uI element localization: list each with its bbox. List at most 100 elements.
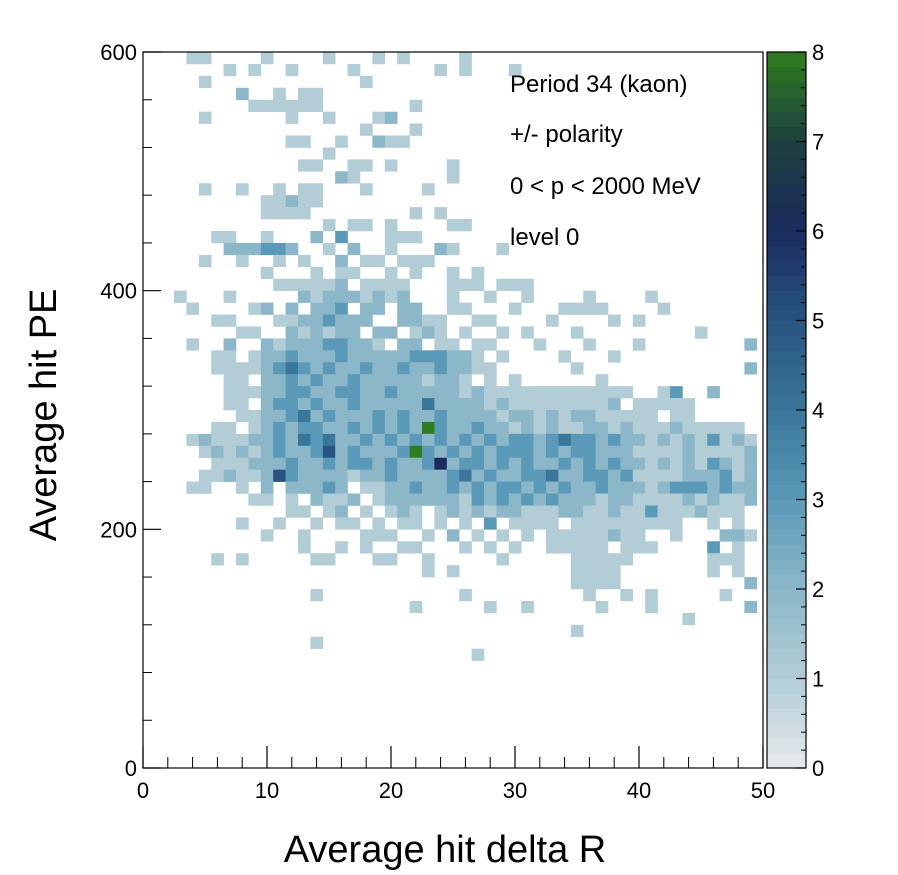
heatmap-cell <box>533 421 547 435</box>
heatmap-cell <box>732 517 745 530</box>
heatmap-cell <box>409 123 423 136</box>
heatmap-cell <box>322 445 336 459</box>
heatmap-cell <box>570 481 584 494</box>
heatmap-cell <box>732 493 745 506</box>
heatmap-cell <box>719 469 733 482</box>
heatmap-cell <box>397 386 410 399</box>
heatmap-cell <box>719 505 733 518</box>
heatmap-cell <box>422 529 435 542</box>
heatmap-cell <box>310 386 324 399</box>
heatmap-cell <box>471 338 485 351</box>
heatmap-cell <box>347 290 361 303</box>
heatmap-cell <box>533 457 547 470</box>
heatmap-cell <box>409 457 423 470</box>
heatmap-cell <box>298 135 311 148</box>
heatmap-cell <box>422 421 435 435</box>
heatmap-cell <box>719 481 733 494</box>
heatmap-cell <box>298 183 311 196</box>
heatmap-cell <box>521 290 534 303</box>
heatmap-cell <box>595 445 609 459</box>
heatmap-cell <box>372 457 386 470</box>
heatmap-cell <box>298 386 311 399</box>
heatmap-cell <box>384 421 398 435</box>
heatmap-cell <box>285 278 299 291</box>
heatmap-cell <box>707 493 720 506</box>
heatmap-cell <box>670 398 683 411</box>
heatmap-cell <box>310 362 324 375</box>
heatmap-cell <box>521 505 534 518</box>
heatmap-cell <box>273 87 286 101</box>
heatmap-cell <box>298 433 311 447</box>
heatmap-cell <box>347 350 361 363</box>
heatmap-cell <box>248 362 262 375</box>
heatmap-cell <box>397 290 410 303</box>
color-scale-segment <box>767 126 806 142</box>
heatmap-cell <box>223 398 237 411</box>
heatmap-cell <box>260 457 274 470</box>
heatmap-cell <box>310 469 324 482</box>
heatmap-cell <box>657 457 671 470</box>
heatmap-cell <box>347 433 361 447</box>
heatmap-cell <box>372 410 386 423</box>
heatmap-cell <box>570 624 584 638</box>
heatmap-cell <box>384 159 398 172</box>
heatmap-cell <box>632 421 646 435</box>
heatmap-cell <box>360 278 373 291</box>
heatmap-cell <box>694 421 708 435</box>
heatmap-cell <box>360 302 373 315</box>
color-scale-segment <box>767 514 806 530</box>
heatmap-cell <box>496 433 510 447</box>
heatmap-cell <box>496 278 510 291</box>
color-scale-segment <box>767 738 806 754</box>
heatmap-cell <box>347 63 361 77</box>
heatmap-cell <box>595 565 609 578</box>
heatmap-cell <box>372 362 386 375</box>
heatmap-cell <box>744 481 758 494</box>
heatmap-cell <box>322 219 336 232</box>
heatmap-cell <box>422 410 435 423</box>
heatmap-cell <box>335 445 348 459</box>
heatmap-cell <box>471 421 485 435</box>
heatmap-cell <box>397 135 410 148</box>
heatmap-cell <box>260 398 274 411</box>
heatmap-cell <box>298 410 311 423</box>
heatmap-cell <box>434 517 448 530</box>
heatmap-cell <box>409 266 423 280</box>
heatmap-cell <box>236 398 249 411</box>
heatmap-cell <box>595 457 609 470</box>
heatmap-cell <box>285 135 299 148</box>
heatmap-cell <box>608 565 621 578</box>
heatmap-cell <box>285 338 299 351</box>
heatmap-cell <box>186 302 200 315</box>
heatmap-cell <box>260 374 274 387</box>
heatmap-cell <box>732 433 745 447</box>
heatmap-cell <box>446 565 460 578</box>
heatmap-cell <box>595 541 609 554</box>
heatmap-cell <box>322 421 336 435</box>
heatmap-cell <box>645 600 658 614</box>
heatmap-cell <box>583 290 596 303</box>
heatmap-cell <box>608 314 621 327</box>
heatmap-cell <box>620 469 634 482</box>
heatmap-cell <box>558 457 572 470</box>
heatmap-cell <box>508 386 522 399</box>
heatmap-cell <box>347 386 361 399</box>
heatmap-cell <box>446 159 460 172</box>
heatmap-cell <box>397 481 410 494</box>
heatmap-cell <box>422 433 435 447</box>
color-scale-segment <box>767 111 806 127</box>
heatmap-cell <box>595 493 609 506</box>
heatmap-cell <box>484 410 497 423</box>
heatmap-cell <box>397 52 410 65</box>
color-scale-segment <box>767 529 806 545</box>
heatmap-cell <box>360 529 373 542</box>
heatmap-cell <box>744 445 758 459</box>
x-axis-title: Average hit delta R <box>284 829 607 871</box>
heatmap-cell <box>446 290 460 303</box>
heatmap-cell <box>347 326 361 339</box>
heatmap-cell <box>694 433 708 447</box>
heatmap-cell <box>409 481 423 494</box>
heatmap-cell <box>298 290 311 303</box>
heatmap-cell <box>248 433 262 447</box>
heatmap-cell <box>322 469 336 482</box>
